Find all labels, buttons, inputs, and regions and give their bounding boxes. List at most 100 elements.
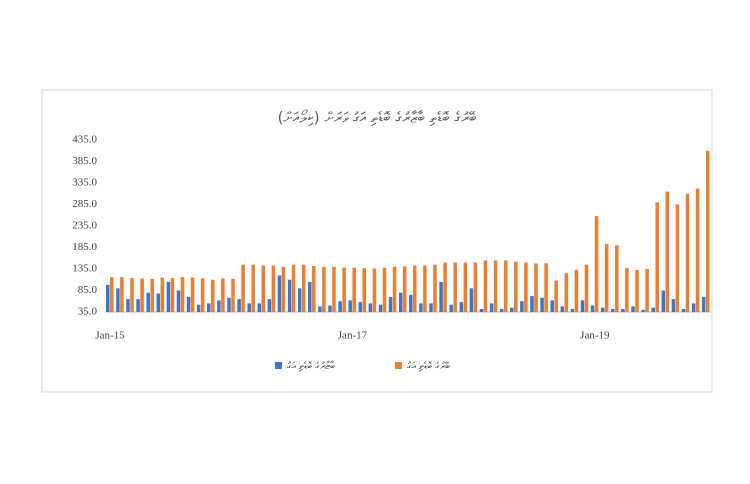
bar xyxy=(499,308,504,312)
bar xyxy=(328,305,332,312)
bar xyxy=(443,262,447,312)
bar xyxy=(271,265,276,312)
bar xyxy=(423,265,427,312)
bar xyxy=(110,277,114,312)
bar xyxy=(524,262,528,312)
bar xyxy=(560,306,565,312)
bar xyxy=(594,216,599,312)
bar xyxy=(227,297,231,312)
bar xyxy=(126,299,130,312)
x-tick-label: Jan-19 xyxy=(580,330,610,342)
legend-label: ބޭރުގެ ބޮޑެތި އަގު xyxy=(407,361,450,372)
bar xyxy=(287,279,292,312)
bar xyxy=(691,303,696,312)
bar xyxy=(231,278,235,312)
bar xyxy=(564,273,569,312)
bar xyxy=(160,277,165,312)
bar xyxy=(120,277,124,312)
bar xyxy=(297,288,302,312)
bar xyxy=(312,265,316,312)
y-tick-label: 435.0 xyxy=(72,134,97,146)
legend-label: ބާޒާރުގެ ބޮޑެތި އަގު xyxy=(287,361,335,372)
bar xyxy=(530,296,534,312)
bar xyxy=(479,308,484,312)
bar xyxy=(332,266,336,312)
bar xyxy=(413,265,417,312)
bar xyxy=(631,306,635,312)
bar xyxy=(106,284,110,312)
bar xyxy=(503,260,508,312)
bar xyxy=(645,269,649,312)
bar xyxy=(419,303,423,312)
bar xyxy=(136,299,140,312)
bar xyxy=(166,281,171,312)
bar xyxy=(190,277,195,312)
bar xyxy=(116,288,120,312)
bar xyxy=(671,299,676,312)
legend-swatch xyxy=(395,362,402,369)
bar xyxy=(489,303,494,312)
bar xyxy=(318,306,322,312)
y-tick-label: 385.0 xyxy=(72,155,97,167)
bar xyxy=(382,267,387,312)
bar xyxy=(554,280,558,312)
bar xyxy=(247,303,251,312)
bar xyxy=(176,290,181,312)
legend-swatch xyxy=(275,362,282,369)
bar xyxy=(221,278,225,312)
bar xyxy=(358,302,363,312)
bar xyxy=(681,308,686,312)
y-tick-label: 135.0 xyxy=(72,263,97,275)
bar xyxy=(207,303,211,312)
bar xyxy=(665,191,670,312)
y-tick-label: 85.0 xyxy=(78,284,98,296)
bar xyxy=(651,307,655,312)
bar xyxy=(473,262,478,312)
bar xyxy=(186,296,191,312)
y-tick-label: 285.0 xyxy=(72,198,97,210)
bar xyxy=(655,202,659,312)
bar xyxy=(641,309,645,312)
bar xyxy=(156,293,161,312)
bar xyxy=(520,301,524,312)
bar xyxy=(459,302,464,312)
bar xyxy=(196,304,201,312)
bar xyxy=(362,268,367,312)
bar xyxy=(705,150,710,312)
bar xyxy=(348,300,352,312)
bar xyxy=(615,245,619,312)
bar xyxy=(429,303,433,312)
bar xyxy=(217,300,221,312)
bar xyxy=(550,300,554,312)
chart-frame xyxy=(41,89,713,393)
bar xyxy=(267,299,272,312)
x-tick-label: Jan-17 xyxy=(338,330,368,342)
bar xyxy=(621,308,625,312)
bar xyxy=(493,260,498,312)
bar xyxy=(695,188,700,312)
bar xyxy=(237,299,241,312)
bar xyxy=(388,296,393,312)
bar xyxy=(392,266,397,312)
bar xyxy=(130,278,134,312)
bar xyxy=(604,244,609,312)
bar xyxy=(211,279,215,312)
bar xyxy=(251,264,255,312)
bar xyxy=(685,193,690,312)
bar xyxy=(368,303,373,312)
bar xyxy=(453,262,457,312)
bar xyxy=(301,264,306,312)
bar xyxy=(146,292,150,312)
bar xyxy=(483,260,488,312)
bar xyxy=(584,264,589,312)
bar xyxy=(701,296,706,312)
bar xyxy=(308,281,312,312)
bar xyxy=(170,278,175,312)
bar xyxy=(338,301,342,312)
bar xyxy=(261,265,266,312)
bar xyxy=(291,264,296,312)
bar xyxy=(534,263,538,312)
bar xyxy=(600,307,605,312)
bar xyxy=(439,281,443,312)
